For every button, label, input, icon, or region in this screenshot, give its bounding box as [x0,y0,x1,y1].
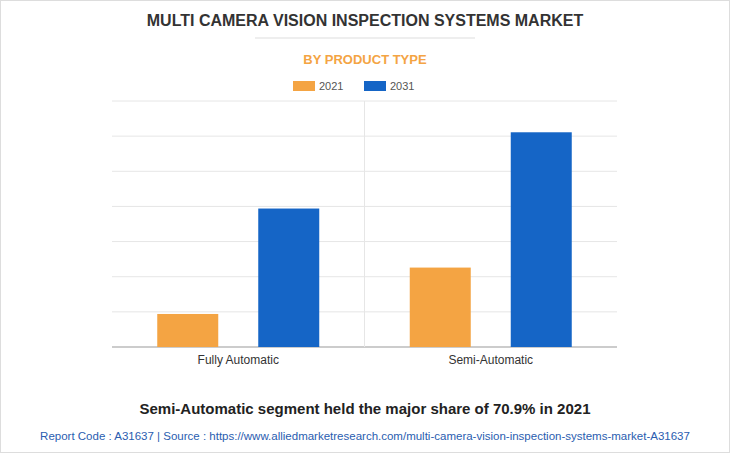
bar [410,268,471,347]
legend-label: 2031 [390,80,414,92]
bars [157,132,572,347]
bar [258,209,319,347]
bar [511,132,572,347]
frame [1,1,730,453]
category-divider [364,101,365,347]
legend-label: 2021 [319,80,343,92]
x-tick-label: Semi-Automatic [448,353,533,367]
legend-swatch [364,81,386,91]
x-tick-label: Fully Automatic [198,353,279,367]
footer: Report Code : A31637 | Source : https://… [40,430,690,442]
bar [157,314,218,347]
legend-swatch [293,81,315,91]
title-rule [255,38,475,39]
annotation: Semi-Automatic segment held the major sh… [140,400,591,417]
title: MULTI CAMERA VISION INSPECTION SYSTEMS M… [147,12,584,29]
chart: MULTI CAMERA VISION INSPECTION SYSTEMS M… [0,0,730,453]
subtitle: BY PRODUCT TYPE [303,52,427,67]
